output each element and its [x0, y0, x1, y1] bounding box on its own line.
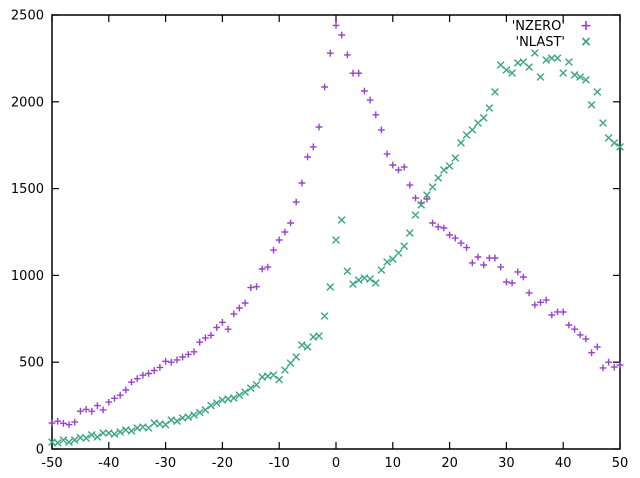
y-tick-label: 500	[19, 356, 44, 371]
x-tick-label: 10	[385, 456, 402, 471]
legend-label-nlast: 'NLAST'	[515, 34, 566, 50]
y-tick-label: 0	[36, 443, 44, 458]
legend-item-nlast: 'NLAST' ×	[516, 34, 600, 50]
plot-border	[51, 14, 621, 450]
y-tick-label: 1500	[11, 182, 44, 197]
x-tick-label: -50	[41, 456, 62, 471]
x-tick-label: 0	[332, 456, 340, 471]
x-tick-label: 30	[498, 456, 515, 471]
y-tick-label: 2500	[11, 9, 44, 24]
legend: 'NZERO' + 'NLAST' ×	[0, 18, 599, 50]
legend-item-nzero: 'NZERO' +	[512, 18, 599, 34]
series-nlast-points	[48, 49, 624, 447]
y-ticks	[52, 14, 620, 450]
plus-marker-icon: +	[580, 18, 592, 34]
y-tick-label: 2000	[11, 95, 44, 110]
x-tick-label: -10	[269, 456, 290, 471]
x-tick-label: -30	[155, 456, 176, 471]
x-tick-label: -20	[212, 456, 233, 471]
series-nzero-points	[48, 22, 624, 429]
x-tick-label: 40	[555, 456, 572, 471]
cross-marker-icon: ×	[580, 34, 592, 50]
legend-label-nzero: 'NZERO'	[511, 18, 565, 34]
x-tick-label: 50	[612, 456, 629, 471]
x-tick-label: -40	[98, 456, 119, 471]
x-ticks	[51, 15, 621, 449]
x-tick-label: 20	[441, 456, 458, 471]
y-tick-label: 1000	[11, 269, 44, 284]
